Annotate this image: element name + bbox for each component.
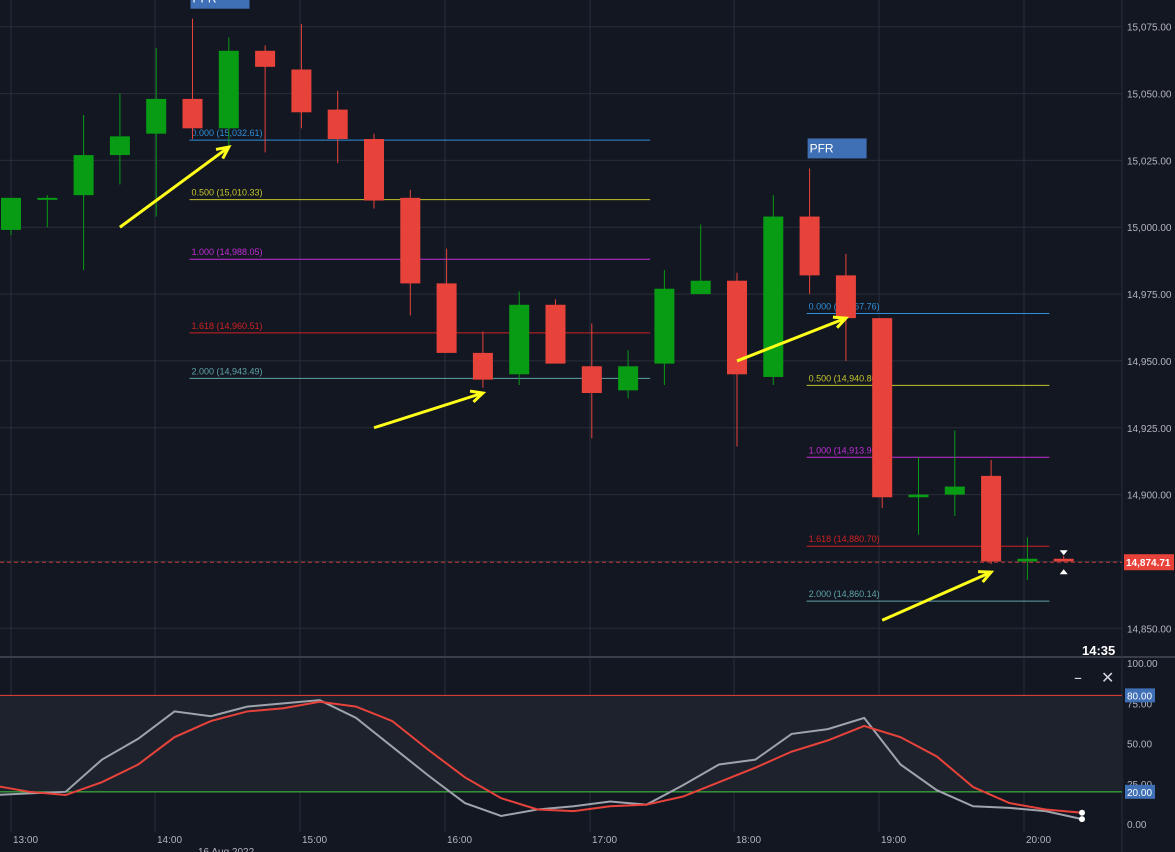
countdown-time-label: 14:35 — [1082, 643, 1115, 658]
overbought-badge — [1125, 688, 1155, 703]
fib-level-label: 0.000 (15,032.61) — [192, 128, 263, 138]
candle-body — [255, 50, 276, 67]
time-tick-label: 13:00 — [13, 835, 38, 846]
price-tick-label: 14,950.00 — [1127, 357, 1172, 368]
pfr-label-text: PFR — [810, 141, 834, 155]
candle-body — [1, 197, 21, 230]
candle-body — [835, 275, 856, 319]
price-tick-label: 14,975.00 — [1127, 290, 1172, 301]
fib-level-label: 0.500 (15,010.33) — [192, 188, 263, 198]
overbought-label: 80.00 — [1127, 691, 1152, 702]
last-price-badge — [1124, 554, 1174, 571]
candle-body — [799, 216, 820, 276]
price-tick-label: 15,025.00 — [1127, 156, 1172, 167]
time-tick-label: 19:00 — [881, 835, 906, 846]
price-axis[interactable]: 15,075.00 15,050.00 15,025.00 15,000.00 14,9… — [1082, 23, 1174, 658]
candle-body — [436, 283, 457, 353]
time-tick-label: 15:00 — [302, 835, 327, 846]
candle-body — [146, 98, 167, 134]
time-tick-label: 16:00 — [447, 835, 472, 846]
candle-body — [618, 366, 639, 391]
candle-body — [364, 139, 384, 201]
candle-body — [73, 155, 94, 196]
fib-level-label: 1.000 (14,988.05) — [192, 247, 263, 257]
candle-body — [727, 280, 747, 375]
candle-body — [690, 280, 711, 295]
candle-body — [1017, 558, 1038, 562]
marker-up-icon — [1059, 569, 1068, 575]
pfr-label-box — [190, 0, 250, 9]
oscillator-end-dot — [1079, 816, 1085, 823]
fib-level-label: 1.618 (14,880.70) — [809, 534, 880, 544]
candle-body — [472, 352, 493, 380]
oversold-badge — [1125, 784, 1155, 799]
close-icon[interactable]: ✕ — [1101, 668, 1115, 687]
fib-level-label: 1.000 (14,913.95) — [809, 445, 880, 455]
candle-body — [109, 136, 130, 156]
candle-body — [182, 98, 203, 129]
oscillator-tick-label: 100.00 — [1127, 659, 1158, 670]
fibonacci-levels: 0.000 (15,032.61) 0.500 (15,010.33) 1.000 … — [189, 128, 1050, 602]
last-price-label: 14,874.71 — [1126, 558, 1171, 569]
oscillator-tick-label: 75.00 — [1127, 699, 1152, 710]
candle-body — [908, 494, 929, 498]
price-tick-label: 15,000.00 — [1127, 223, 1172, 234]
candle-body — [509, 304, 530, 375]
oscillator-tick-label: 0.00 — [1127, 820, 1147, 831]
pfr-label-box — [807, 138, 867, 159]
candle-body — [944, 486, 965, 495]
arrow-head-icon — [978, 570, 995, 583]
candle-body — [545, 304, 566, 364]
candle-body — [581, 366, 602, 393]
fib-level-label: 1.618 (14,960.51) — [192, 321, 263, 331]
candle-body — [218, 50, 239, 129]
pfr-labels: PFR PFR — [190, 0, 867, 159]
price-tick-label: 15,075.00 — [1127, 23, 1172, 34]
price-tick-label: 14,900.00 — [1127, 491, 1172, 502]
oscillator-end-dot — [1079, 809, 1085, 816]
price-tick-label: 15,050.00 — [1127, 90, 1172, 101]
candle-body — [1053, 558, 1074, 562]
price-tick-label: 14,850.00 — [1127, 624, 1172, 635]
oscillator-band — [0, 695, 1122, 792]
time-tick-label: 18:00 — [736, 835, 761, 846]
annotation-arrow-line — [881, 570, 992, 622]
date-label: 16 Aug 2022 — [198, 847, 255, 852]
pfr-label-text: PFR — [193, 0, 217, 6]
time-tick-label: 14:00 — [157, 835, 182, 846]
minimize-icon[interactable]: – — [1074, 668, 1082, 687]
annotation-arrow-line — [119, 145, 230, 229]
candle-body — [327, 109, 348, 140]
candle-body — [981, 475, 1002, 562]
oscillator-tick-label: 50.00 — [1127, 740, 1152, 751]
candle-body — [654, 288, 675, 364]
annotation-arrows — [119, 144, 995, 622]
fib-level-label: 2.000 (14,943.49) — [192, 366, 263, 376]
annotation-arrow-line — [373, 391, 484, 430]
arrow-head-icon — [832, 315, 850, 329]
marker-down-icon — [1059, 550, 1068, 556]
price-tick-label: 14,925.00 — [1127, 424, 1172, 435]
candle-body — [291, 69, 312, 113]
arrow-head-icon — [215, 144, 232, 160]
arrow-head-icon — [469, 389, 487, 404]
time-tick-label: 20:00 — [1026, 835, 1051, 846]
fib-level-label: 0.500 (14,940.86) — [809, 373, 880, 383]
candle-body — [763, 216, 784, 377]
time-tick-label: 17:00 — [592, 835, 617, 846]
fib-level-label: 2.000 (14,860.14) — [809, 589, 880, 599]
candle-body — [37, 197, 58, 200]
annotation-arrow-line — [736, 316, 847, 363]
candle-body — [872, 318, 893, 498]
time-axis[interactable]: 13:00 14:00 15:00 16:00 17:00 18:00 19:00 20:00… — [13, 835, 1051, 852]
candlesticks — [0, 18, 1122, 581]
candle-body — [400, 197, 421, 284]
oscillator-series-line — [0, 700, 1083, 814]
oversold-label: 20.00 — [1127, 788, 1152, 799]
